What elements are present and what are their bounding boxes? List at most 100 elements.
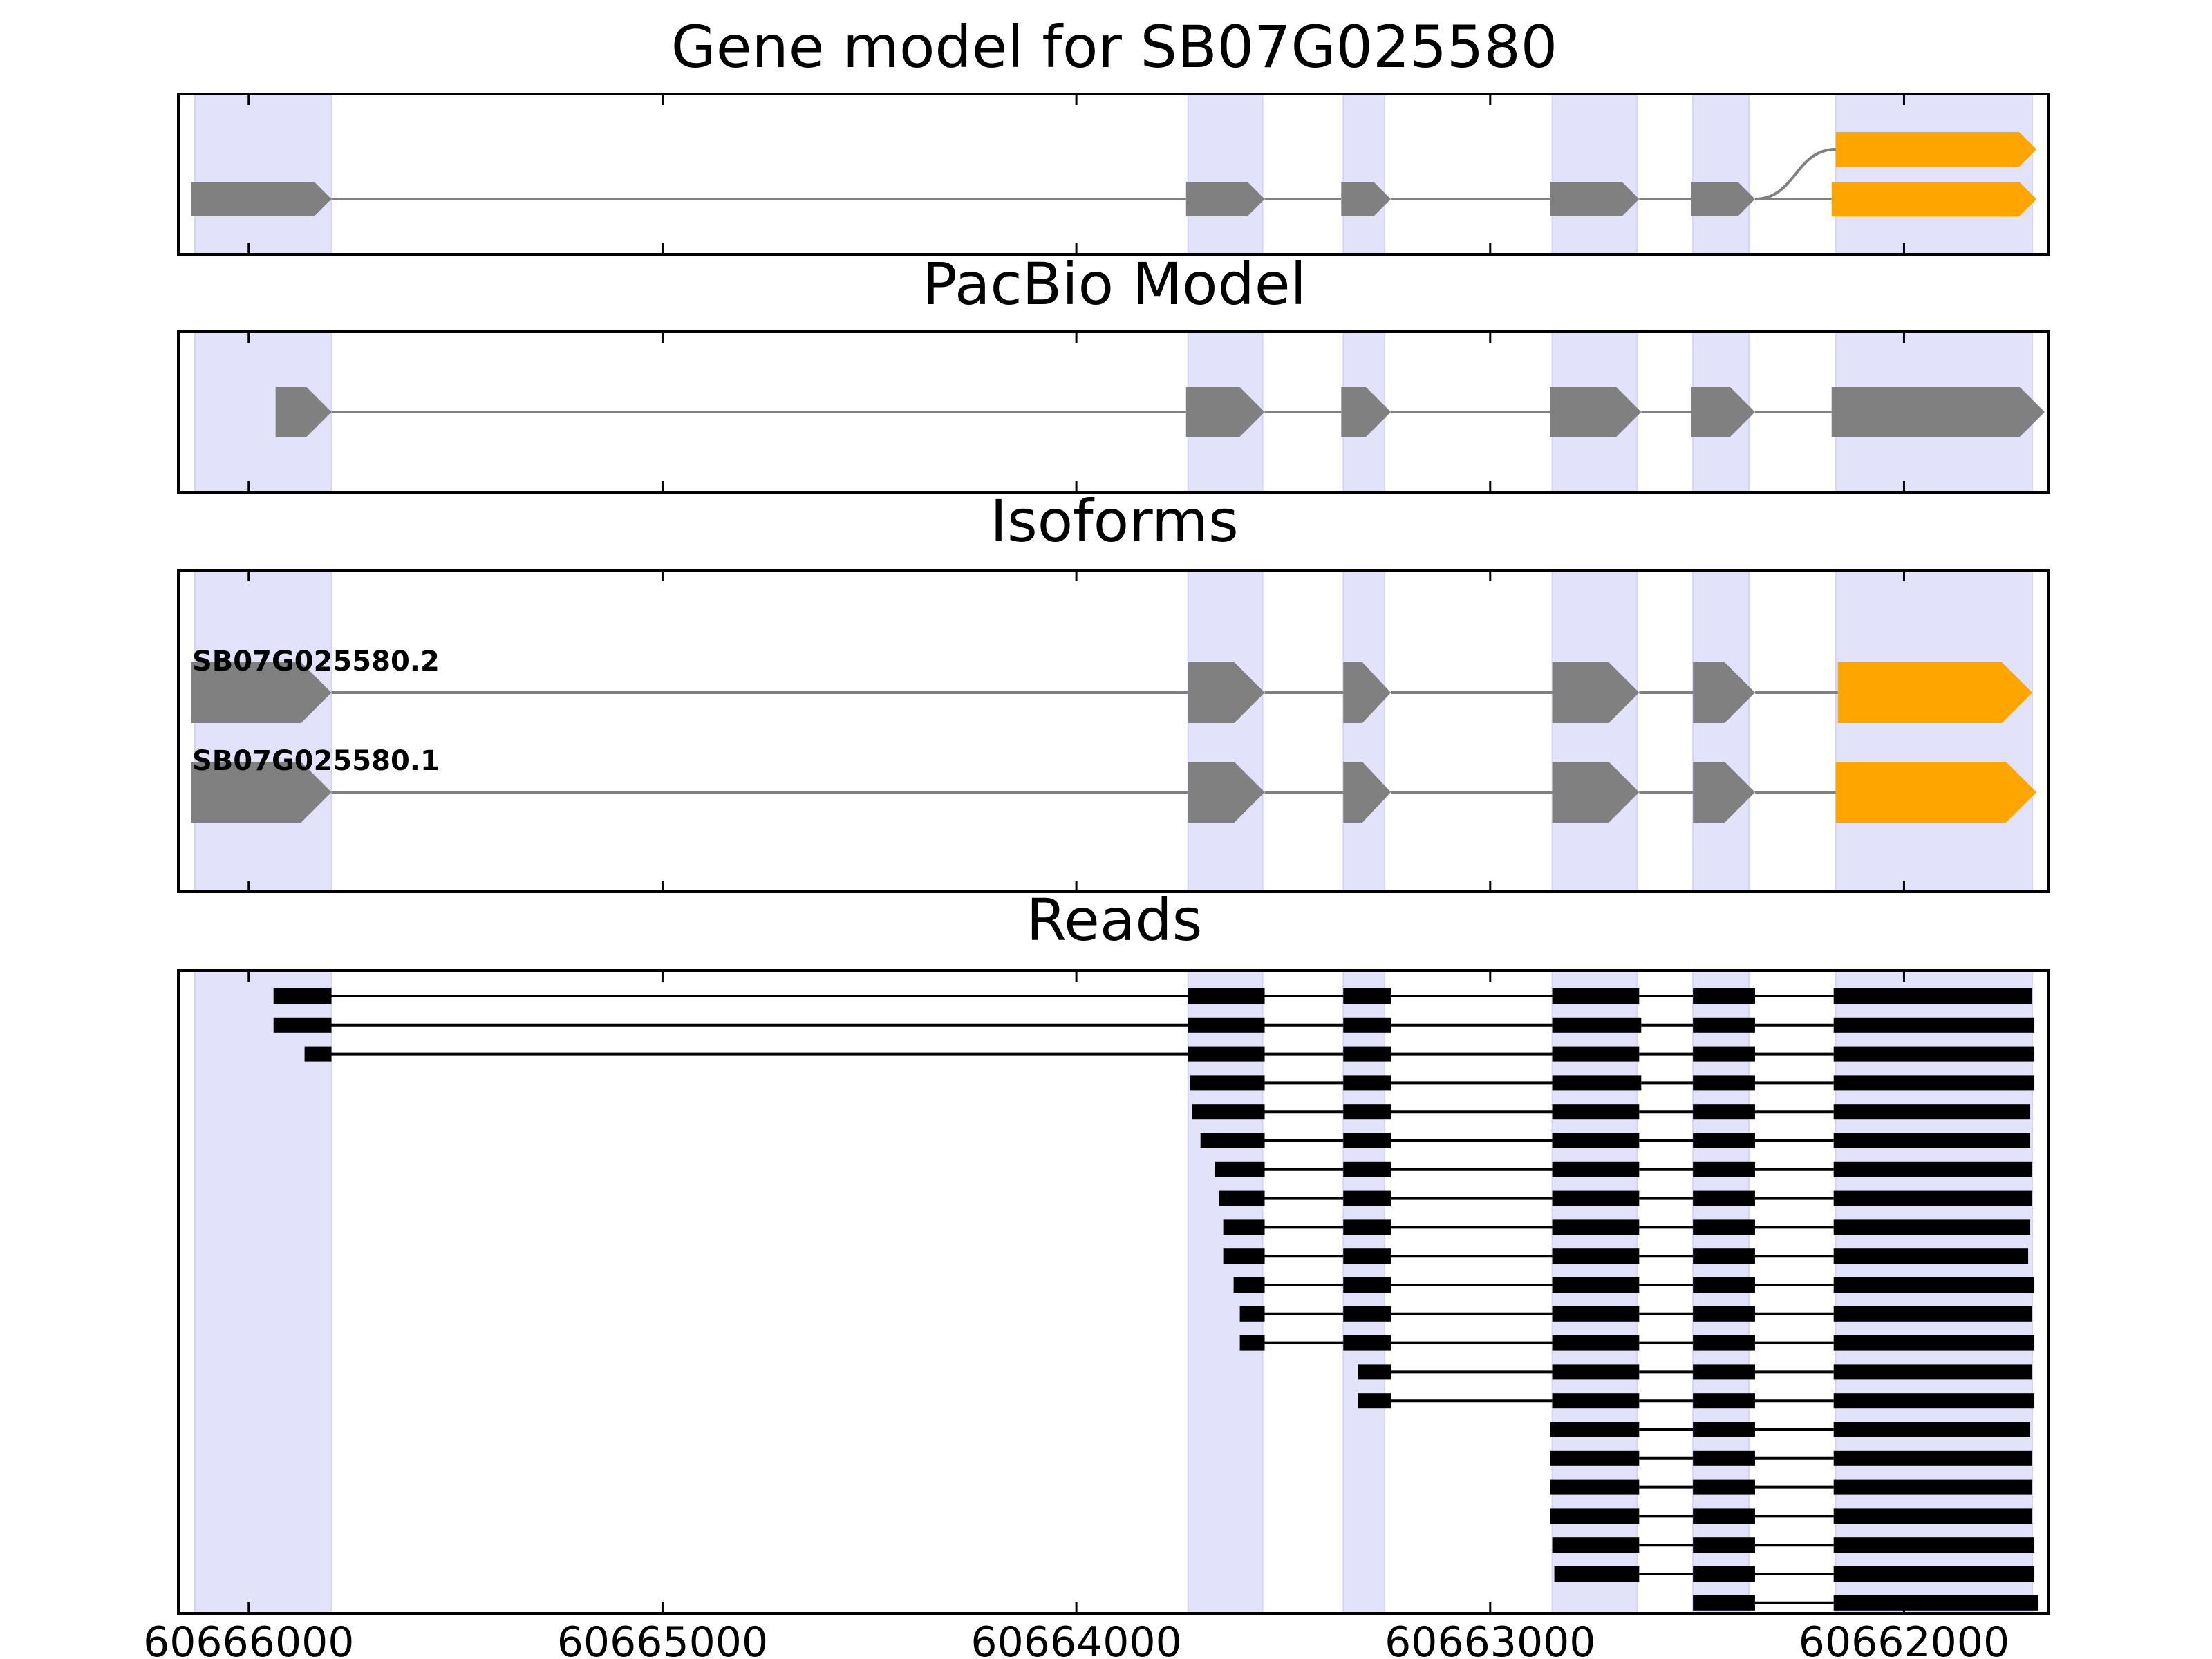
read-block <box>1358 1364 1391 1380</box>
read-block <box>1693 1306 1755 1322</box>
read-block <box>1190 1075 1265 1091</box>
read-block <box>1693 1595 1755 1611</box>
gene-model-panel: Gene model for SB07G025580 <box>177 13 2050 256</box>
highlight-region <box>1187 570 1264 892</box>
read-block <box>1239 1306 1265 1322</box>
splice-edge <box>1754 148 1836 200</box>
exon <box>190 762 332 823</box>
read-block <box>1833 1364 2033 1380</box>
read-block <box>1343 1306 1391 1322</box>
reads-plot <box>177 969 2050 1615</box>
read-block <box>1343 1277 1391 1293</box>
read-block <box>1343 1133 1391 1148</box>
isoforms-title: Isoforms <box>990 487 1239 555</box>
panel-frame <box>177 969 2050 1615</box>
read-block <box>1552 1248 1640 1264</box>
highlight-region <box>1187 93 1264 255</box>
highlight-region <box>194 970 332 1614</box>
read-block <box>1833 1595 2039 1611</box>
highlight-region <box>194 570 332 892</box>
read-block <box>1552 1219 1640 1235</box>
read-block <box>1833 1133 2031 1148</box>
read-block <box>304 1046 332 1062</box>
read-block <box>1550 1479 1640 1495</box>
read-block <box>1552 1277 1640 1293</box>
read-block <box>1552 1335 1640 1351</box>
exon <box>1188 662 1265 723</box>
exon <box>1185 182 1265 216</box>
highlight-region <box>1342 93 1386 255</box>
read-block <box>1833 1306 2033 1322</box>
highlight-region <box>1551 570 1638 892</box>
read-block <box>1833 1248 2029 1264</box>
panel-frame <box>177 93 2050 256</box>
read-block <box>1343 1219 1391 1235</box>
read-block <box>1833 1190 2033 1206</box>
read-block <box>1693 1508 1755 1524</box>
read-block <box>1343 1161 1391 1177</box>
highlight-region <box>194 93 332 255</box>
read-block <box>1239 1335 1265 1351</box>
exon <box>1188 762 1265 823</box>
read-block <box>1693 1479 1755 1495</box>
x-tick-label: 60663000 <box>1385 1618 1595 1659</box>
read-block <box>1552 1190 1640 1206</box>
read-block <box>1693 1277 1755 1293</box>
pacbio-model-title: PacBio Model <box>922 250 1306 318</box>
exon <box>1552 662 1640 723</box>
read-block <box>1343 1046 1391 1062</box>
read-block <box>1550 1508 1640 1524</box>
read-block <box>1693 1566 1755 1582</box>
cds-exon <box>1837 662 2033 723</box>
highlight-region <box>1551 93 1638 255</box>
gene-model-title: Gene model for SB07G025580 <box>671 13 1557 81</box>
read-block <box>1552 1393 1640 1409</box>
read-block <box>1693 1537 1755 1553</box>
read-block <box>1552 1046 1640 1062</box>
read-block <box>1343 1104 1391 1120</box>
read-block <box>1343 1335 1391 1351</box>
read-block <box>1693 1046 1755 1062</box>
read-block <box>1343 988 1391 1004</box>
read-block <box>1833 1104 2031 1120</box>
gene-model-plot <box>177 93 2050 256</box>
panel-frame <box>177 330 2050 494</box>
read-block <box>1552 988 1640 1004</box>
read-block <box>1833 1277 2035 1293</box>
exon <box>1691 387 1755 437</box>
isoform-label: SB07G025580.1 <box>192 745 440 777</box>
read-block <box>1215 1161 1265 1177</box>
read-block <box>1343 1190 1391 1206</box>
x-tick-label: 60665000 <box>557 1618 768 1659</box>
reads-title: Reads <box>1027 886 1203 954</box>
read-block <box>1219 1190 1265 1206</box>
read-block <box>1343 1017 1391 1033</box>
exon <box>1693 762 1755 823</box>
exon <box>275 387 332 437</box>
read-block <box>1693 1133 1755 1148</box>
read-block <box>1223 1219 1265 1235</box>
exon <box>1185 387 1265 437</box>
read-block <box>1693 1248 1755 1264</box>
read-block <box>1693 1393 1755 1409</box>
read-block <box>1550 1422 1640 1437</box>
exon <box>190 662 332 723</box>
read-block <box>1833 1508 2033 1524</box>
read-block <box>1200 1133 1265 1148</box>
exon <box>1831 387 2045 437</box>
read-block <box>1552 1161 1640 1177</box>
x-tick-label: 60662000 <box>1799 1618 2009 1659</box>
exon <box>1550 387 1642 437</box>
read-block <box>273 988 332 1004</box>
exon <box>1343 762 1391 823</box>
read-block <box>1833 1046 2035 1062</box>
exon <box>190 182 332 216</box>
read-block <box>1554 1566 1640 1582</box>
read-block <box>1552 1075 1642 1091</box>
pacbio-model-panel: PacBio Model <box>177 250 2050 494</box>
x-tick-label: 60664000 <box>971 1618 1181 1659</box>
read-block <box>1343 1075 1391 1091</box>
isoforms-panel: Isoforms SB07G025580.2 SB07G025580.1 <box>177 487 2050 893</box>
read-block <box>1192 1104 1265 1120</box>
